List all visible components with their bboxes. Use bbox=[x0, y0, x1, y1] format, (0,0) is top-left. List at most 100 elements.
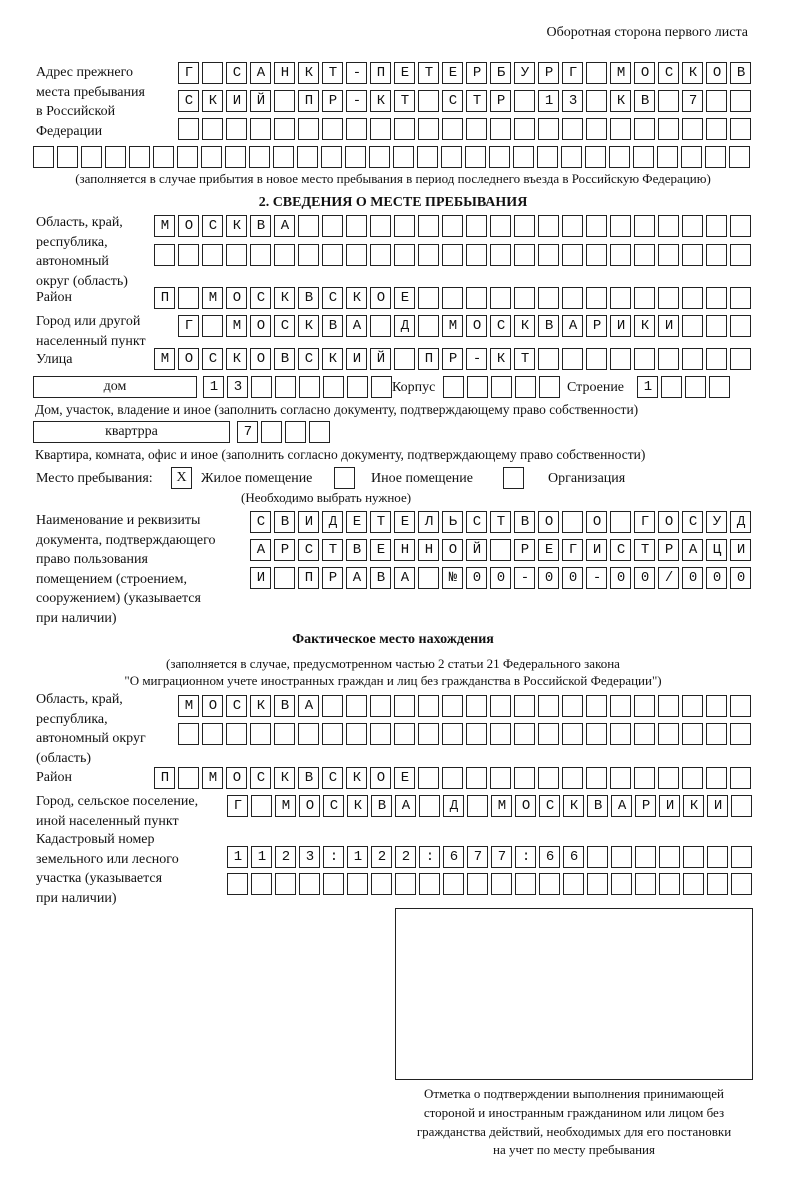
char-cell[interactable] bbox=[658, 348, 679, 370]
char-cell[interactable] bbox=[227, 873, 248, 895]
char-cell[interactable] bbox=[635, 846, 656, 868]
char-cell[interactable] bbox=[323, 846, 344, 868]
char-cell[interactable] bbox=[394, 723, 415, 745]
char-cell[interactable] bbox=[371, 846, 392, 868]
char-cell[interactable] bbox=[323, 873, 344, 895]
char-cell[interactable] bbox=[442, 567, 463, 589]
char-cell[interactable] bbox=[562, 511, 583, 533]
char-cell[interactable] bbox=[442, 723, 463, 745]
char-cell[interactable] bbox=[682, 62, 703, 84]
char-cell[interactable] bbox=[562, 90, 583, 112]
char-cell[interactable] bbox=[706, 315, 727, 337]
char-cell[interactable] bbox=[490, 723, 511, 745]
char-cell[interactable] bbox=[226, 287, 247, 309]
char-cell[interactable] bbox=[274, 244, 295, 266]
char-cell[interactable] bbox=[346, 539, 367, 561]
char-cell[interactable] bbox=[682, 723, 703, 745]
char-cell[interactable] bbox=[394, 567, 415, 589]
char-cell[interactable] bbox=[129, 146, 150, 168]
char-cell[interactable] bbox=[250, 315, 271, 337]
char-cell[interactable] bbox=[418, 215, 439, 237]
char-cell[interactable] bbox=[370, 215, 391, 237]
char-cell[interactable] bbox=[370, 767, 391, 789]
char-cell[interactable] bbox=[658, 215, 679, 237]
char-cell[interactable] bbox=[202, 315, 223, 337]
char-cell[interactable] bbox=[322, 315, 343, 337]
char-cell[interactable] bbox=[514, 539, 535, 561]
char-cell[interactable] bbox=[178, 90, 199, 112]
char-cell[interactable] bbox=[227, 846, 248, 868]
char-cell[interactable] bbox=[610, 723, 631, 745]
char-cell[interactable] bbox=[730, 215, 751, 237]
char-cell[interactable] bbox=[394, 62, 415, 84]
char-cell[interactable] bbox=[442, 511, 463, 533]
char-cell[interactable] bbox=[515, 376, 536, 398]
char-cell[interactable] bbox=[538, 315, 559, 337]
char-cell[interactable] bbox=[658, 244, 679, 266]
char-cell[interactable] bbox=[394, 539, 415, 561]
char-cell[interactable] bbox=[442, 695, 463, 717]
char-cell[interactable] bbox=[322, 215, 343, 237]
char-cell[interactable] bbox=[539, 846, 560, 868]
char-cell[interactable] bbox=[466, 90, 487, 112]
char-cell[interactable] bbox=[658, 90, 679, 112]
char-cell[interactable] bbox=[730, 567, 751, 589]
stay-option-checkbox[interactable]: X bbox=[171, 467, 192, 489]
char-cell[interactable] bbox=[178, 695, 199, 717]
char-cell[interactable] bbox=[225, 146, 246, 168]
char-cell[interactable] bbox=[346, 62, 367, 84]
char-cell[interactable] bbox=[275, 376, 296, 398]
char-cell[interactable] bbox=[274, 315, 295, 337]
char-cell[interactable] bbox=[178, 244, 199, 266]
char-cell[interactable] bbox=[442, 90, 463, 112]
char-cell[interactable] bbox=[730, 348, 751, 370]
char-cell[interactable] bbox=[514, 567, 535, 589]
char-cell[interactable] bbox=[562, 215, 583, 237]
char-cell[interactable] bbox=[515, 795, 536, 817]
char-cell[interactable] bbox=[346, 315, 367, 337]
char-cell[interactable] bbox=[226, 695, 247, 717]
char-cell[interactable] bbox=[322, 567, 343, 589]
char-cell[interactable] bbox=[705, 146, 726, 168]
char-cell[interactable] bbox=[394, 287, 415, 309]
char-cell[interactable] bbox=[635, 795, 656, 817]
char-cell[interactable] bbox=[347, 795, 368, 817]
char-cell[interactable] bbox=[154, 287, 175, 309]
char-cell[interactable] bbox=[322, 511, 343, 533]
char-cell[interactable] bbox=[514, 287, 535, 309]
char-cell[interactable] bbox=[611, 795, 632, 817]
char-cell[interactable] bbox=[610, 567, 631, 589]
char-cell[interactable] bbox=[514, 90, 535, 112]
char-cell[interactable] bbox=[322, 244, 343, 266]
char-cell[interactable] bbox=[657, 146, 678, 168]
char-cell[interactable] bbox=[250, 118, 271, 140]
char-cell[interactable] bbox=[706, 62, 727, 84]
char-cell[interactable] bbox=[154, 767, 175, 789]
char-cell[interactable] bbox=[33, 146, 54, 168]
char-cell[interactable] bbox=[442, 315, 463, 337]
char-cell[interactable] bbox=[345, 146, 366, 168]
char-cell[interactable] bbox=[610, 695, 631, 717]
char-cell[interactable] bbox=[154, 244, 175, 266]
char-cell[interactable] bbox=[323, 795, 344, 817]
char-cell[interactable] bbox=[730, 767, 751, 789]
char-cell[interactable] bbox=[370, 348, 391, 370]
char-cell[interactable] bbox=[563, 795, 584, 817]
char-cell[interactable] bbox=[466, 767, 487, 789]
char-cell[interactable] bbox=[178, 118, 199, 140]
char-cell[interactable] bbox=[683, 846, 704, 868]
char-cell[interactable] bbox=[370, 118, 391, 140]
char-cell[interactable] bbox=[394, 215, 415, 237]
char-cell[interactable] bbox=[539, 795, 560, 817]
char-cell[interactable] bbox=[538, 567, 559, 589]
char-cell[interactable] bbox=[418, 90, 439, 112]
char-cell[interactable] bbox=[706, 244, 727, 266]
char-cell[interactable] bbox=[562, 315, 583, 337]
char-cell[interactable] bbox=[706, 539, 727, 561]
char-cell[interactable] bbox=[490, 767, 511, 789]
char-cell[interactable] bbox=[730, 695, 751, 717]
char-cell[interactable] bbox=[562, 723, 583, 745]
char-cell[interactable] bbox=[274, 348, 295, 370]
char-cell[interactable] bbox=[659, 846, 680, 868]
char-cell[interactable] bbox=[539, 376, 560, 398]
